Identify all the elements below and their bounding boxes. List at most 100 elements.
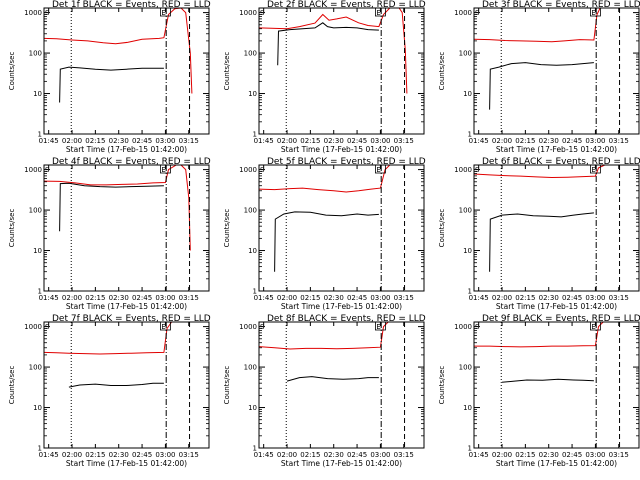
y-tick-label: 1000 <box>454 9 472 17</box>
y-axis-label: Counts/sec <box>438 209 446 248</box>
panel-data <box>474 322 604 383</box>
x-tick-label: 03:00 <box>155 294 175 302</box>
y-axis-label: Counts/sec <box>8 366 16 405</box>
y-tick-label: 10 <box>248 90 257 98</box>
x-tick-label: 01:45 <box>469 451 489 459</box>
y-tick-label: 1000 <box>24 323 42 331</box>
x-tick-label: 02:30 <box>109 451 129 459</box>
panel-data <box>474 165 606 272</box>
x-tick-label: 03:00 <box>370 294 390 302</box>
x-tick-label: 01:45 <box>254 137 274 145</box>
x-tick-label: 02:30 <box>539 451 559 459</box>
y-tick-label: 1 <box>38 131 42 139</box>
panel-title: Det 4f BLACK = Events, RED = LLD <box>52 157 211 167</box>
panel-title: Det 7f BLACK = Events, RED = LLD <box>52 314 211 324</box>
panel-title: Det 1f BLACK = Events, RED = LLD <box>52 0 211 10</box>
events-series-line <box>59 182 164 232</box>
events-series-line <box>59 66 164 103</box>
x-tick-label: 03:15 <box>394 137 414 145</box>
x-tick-label: 02:45 <box>132 451 152 459</box>
events-series-line <box>489 62 594 110</box>
detector-panel-4: Det 4f BLACK = Events, RED = LLDSE01:450… <box>8 157 211 311</box>
x-axis-label: Start Time (17-Feb-15 01:42:00) <box>496 302 617 311</box>
x-tick-label: 03:15 <box>609 294 629 302</box>
y-tick-label: 100 <box>29 364 42 372</box>
y-tick-label: 1000 <box>24 166 42 174</box>
y-tick-label: 100 <box>244 207 257 215</box>
x-axis-label: Start Time (17-Feb-15 01:42:00) <box>66 459 187 468</box>
events-series-line <box>501 378 594 383</box>
x-tick-label: 02:30 <box>324 451 344 459</box>
y-tick-label: 10 <box>248 404 257 412</box>
lld-series-line <box>44 165 191 251</box>
detector-panel-5: Det 5f BLACK = Events, RED = LLDSE01:450… <box>223 157 426 311</box>
x-tick-label: 02:45 <box>562 294 582 302</box>
corner-label-e: E <box>376 166 380 174</box>
y-tick-label: 1 <box>253 445 257 453</box>
x-tick-label: 01:45 <box>39 451 59 459</box>
x-tick-label: 02:15 <box>515 451 535 459</box>
y-tick-label: 1 <box>468 445 472 453</box>
x-tick-label: 03:15 <box>609 451 629 459</box>
plot-frame <box>258 164 425 292</box>
y-axis-label: Counts/sec <box>438 366 446 405</box>
x-axis-label: Start Time (17-Feb-15 01:42:00) <box>281 459 402 468</box>
x-tick-label: 03:15 <box>179 451 199 459</box>
x-tick-label: 03:00 <box>585 137 605 145</box>
events-series-line <box>274 211 379 272</box>
panel-data <box>259 8 408 94</box>
y-tick-label: 1 <box>38 288 42 296</box>
x-axis-label: Start Time (17-Feb-15 01:42:00) <box>281 302 402 311</box>
plot-frame <box>473 7 640 135</box>
x-axis-label: Start Time (17-Feb-15 01:42:00) <box>496 145 617 154</box>
panel-title: Det 5f BLACK = Events, RED = LLD <box>267 157 426 167</box>
x-tick-label: 01:45 <box>469 137 489 145</box>
y-tick-label: 1 <box>253 131 257 139</box>
y-tick-label: 100 <box>244 50 257 58</box>
plot-frame <box>473 164 640 292</box>
y-tick-label: 100 <box>459 207 472 215</box>
y-tick-label: 1000 <box>239 9 257 17</box>
y-axis-label: Counts/sec <box>8 209 16 248</box>
lld-series-line <box>474 8 605 43</box>
x-tick-label: 02:00 <box>277 294 297 302</box>
corner-label-e: E <box>161 166 165 174</box>
x-tick-label: 03:00 <box>585 294 605 302</box>
x-tick-label: 02:15 <box>300 451 320 459</box>
x-tick-label: 02:00 <box>277 137 297 145</box>
x-tick-label: 02:30 <box>539 294 559 302</box>
y-tick-label: 1 <box>468 131 472 139</box>
x-tick-label: 02:00 <box>492 451 512 459</box>
y-tick-label: 10 <box>33 90 42 98</box>
panel-data <box>44 165 191 251</box>
y-tick-label: 1 <box>38 445 42 453</box>
y-axis-label: Counts/sec <box>8 52 16 91</box>
x-tick-label: 01:45 <box>254 451 274 459</box>
plot-frame <box>43 7 210 135</box>
lld-series-line <box>474 322 604 348</box>
detector-panel-9: Det 9f BLACK = Events, RED = LLDSE01:450… <box>438 314 640 468</box>
lld-series-line <box>44 322 177 355</box>
x-tick-label: 03:15 <box>179 137 199 145</box>
lld-series-line <box>259 165 391 193</box>
detector-panel-6: Det 6f BLACK = Events, RED = LLDSE01:450… <box>438 157 640 311</box>
x-tick-label: 01:45 <box>469 294 489 302</box>
detector-panel-1: Det 1f BLACK = Events, RED = LLDSE01:450… <box>8 0 211 154</box>
y-tick-label: 1 <box>468 288 472 296</box>
lld-series-line <box>259 8 408 94</box>
x-tick-label: 02:45 <box>347 451 367 459</box>
panel-title: Det 9f BLACK = Events, RED = LLD <box>482 314 640 324</box>
events-series-line <box>286 376 379 382</box>
x-tick-label: 02:30 <box>109 294 129 302</box>
lld-series-line <box>44 8 193 94</box>
y-tick-label: 10 <box>248 247 257 255</box>
x-tick-label: 02:00 <box>62 451 82 459</box>
x-tick-label: 02:45 <box>562 137 582 145</box>
x-tick-label: 02:00 <box>277 451 297 459</box>
panel-title: Det 3f BLACK = Events, RED = LLD <box>482 0 640 10</box>
x-tick-label: 02:30 <box>539 137 559 145</box>
x-tick-label: 02:15 <box>515 294 535 302</box>
plot-frame <box>258 321 425 449</box>
corner-label-e: E <box>161 323 165 331</box>
